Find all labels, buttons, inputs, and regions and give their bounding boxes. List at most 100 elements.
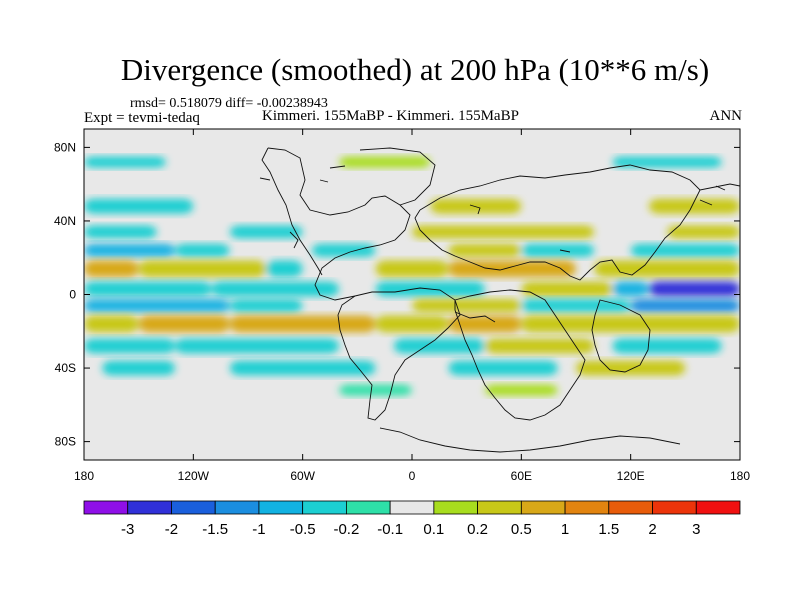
field-patch <box>175 338 340 354</box>
coastline-eurasia-north <box>419 164 740 211</box>
coastline-africa <box>454 289 586 421</box>
colorbar-label: 3 <box>692 521 700 538</box>
colorbar-box <box>302 500 347 515</box>
x-tick-label: 60E <box>511 469 532 483</box>
colorbar-box <box>389 500 435 515</box>
case-label: Kimmeri. 155MaBP - Kimmeri. 155MaBP <box>262 108 519 124</box>
colorbar-label: -1 <box>252 521 265 538</box>
field-patch <box>448 360 558 376</box>
y-axis: 80N 40N 0 40S 80S <box>54 140 740 449</box>
field-band <box>84 260 740 278</box>
field-patch <box>648 281 740 297</box>
field-patch <box>576 360 686 376</box>
y-tick-label: 40N <box>54 214 76 228</box>
field-patch <box>138 315 230 333</box>
colorbar-box <box>695 500 741 515</box>
field-patch <box>311 243 376 257</box>
experiment-label: Expt = tevmi-tedaq <box>84 110 200 126</box>
field-patch <box>412 299 522 312</box>
field-patch <box>521 281 613 297</box>
colorbar-label: -2 <box>165 521 178 538</box>
colorbar-box <box>258 500 304 515</box>
x-tick-label: 120E <box>617 469 645 483</box>
field-patch <box>339 156 431 168</box>
colorbar-box <box>564 500 610 515</box>
period-label: ANN <box>709 108 743 124</box>
coastline-north-america <box>267 147 411 301</box>
field-patch <box>630 243 740 257</box>
field-band <box>84 338 722 354</box>
field-patch <box>448 260 576 278</box>
field-patch <box>594 260 740 278</box>
y-tick-label: 80S <box>55 435 76 449</box>
field-patch <box>84 156 166 168</box>
colorbar-label: -3 <box>121 521 134 538</box>
field-patch <box>84 198 194 214</box>
y-tick-label: 80N <box>54 140 76 154</box>
field-patch <box>84 315 139 333</box>
field-band <box>84 243 740 257</box>
field-patch <box>84 281 212 297</box>
stats-line: rmsd= 0.518079 diff= -0.00238943 <box>130 96 328 111</box>
colorbar-box <box>477 500 522 515</box>
field-patch <box>521 299 631 312</box>
field-patch <box>612 338 722 354</box>
colorbar-label: 1.5 <box>598 521 619 538</box>
colorbar-label: 0.2 <box>467 521 488 538</box>
field-band <box>84 156 722 168</box>
field-patch <box>339 384 412 396</box>
field-patch <box>630 299 740 312</box>
field-patch <box>84 225 157 239</box>
field-patch <box>211 281 340 297</box>
field-band <box>339 384 558 396</box>
colorbar-box <box>608 500 653 515</box>
colorbar-label: 0.5 <box>511 521 532 538</box>
coastline-west-americas <box>261 147 323 276</box>
field-patch <box>175 243 230 257</box>
colorbar-box <box>520 500 566 515</box>
x-tick-label: 0 <box>409 469 416 483</box>
field-patch <box>84 243 176 257</box>
field-patch <box>393 338 485 354</box>
coastline-antarctica <box>379 427 681 453</box>
colorbar-box <box>214 500 260 515</box>
coastline-greenland <box>359 147 436 206</box>
field-patch <box>612 281 649 297</box>
field-band <box>84 281 740 297</box>
y-tick-label: 40S <box>55 361 76 375</box>
field-patch <box>521 315 740 333</box>
field-band <box>84 198 740 214</box>
field-patch <box>612 156 722 168</box>
coastline-eurasia-east <box>559 189 701 281</box>
field-patch <box>448 315 522 333</box>
field-patch <box>521 243 595 257</box>
field-patch <box>84 338 176 354</box>
x-tick-label: 180 <box>730 469 750 483</box>
field-patch <box>375 315 449 333</box>
field-patch <box>266 260 303 278</box>
field-patch <box>84 260 139 278</box>
field-band <box>84 315 740 333</box>
field-patch <box>229 315 376 333</box>
x-tick-label: 120W <box>178 469 210 483</box>
divergence-field <box>84 156 740 396</box>
colorbar-box <box>433 500 479 515</box>
field-band <box>84 225 740 239</box>
field-patch <box>648 198 740 214</box>
field-patch <box>484 338 595 354</box>
colorbar-box <box>83 500 129 515</box>
field-patch <box>84 299 230 312</box>
y-tick-label: 0 <box>69 288 76 302</box>
field-band <box>84 299 740 312</box>
colorbar-label: 2 <box>648 521 656 538</box>
field-patch <box>448 243 522 257</box>
colorbar-label: 0.1 <box>423 521 444 538</box>
colorbar-label: -1.5 <box>202 521 228 538</box>
field-patch <box>375 260 449 278</box>
colorbar-box <box>652 500 697 515</box>
field-patch <box>229 360 376 376</box>
colorbar: -3 -2 -1.5 -1 -0.5 -0.2 -0.1 0.1 0.2 0.5 1 1.5 2 3 <box>83 500 741 538</box>
field-patch <box>102 360 176 376</box>
colorbar-label: -0.1 <box>377 521 403 538</box>
